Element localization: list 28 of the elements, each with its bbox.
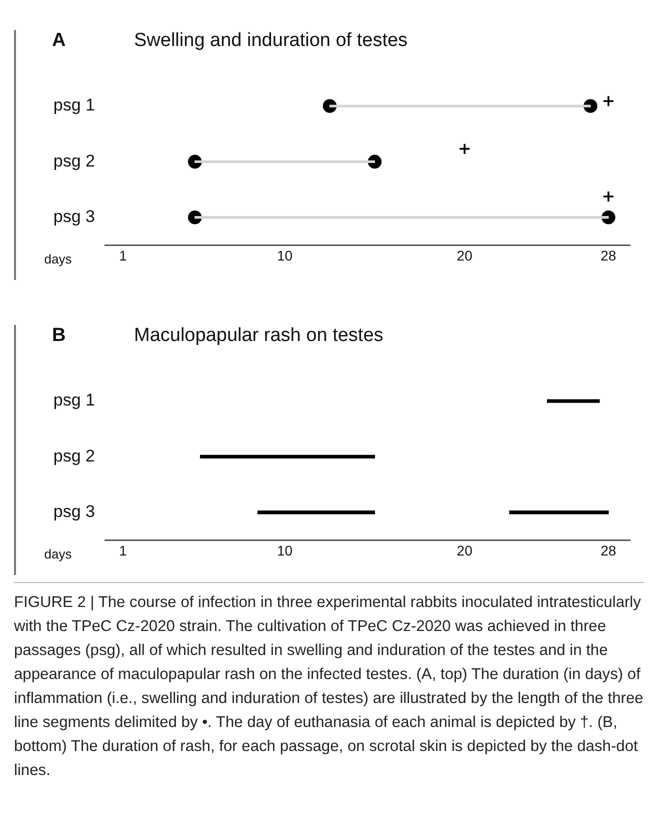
bar: [194, 160, 376, 164]
caption: FIGURE 2 | The course of infection in three experimental rabbits inoculated intratesticularly with the TPeC Cz-2020 strain. The cultivation of TPeC Cz-2020 was achieved in three passages (psg), all of which resulted in swelling and induration of the testes and in the appearance of maculopapular rash on the infected testes. (A, top) The duration (in days) of inflammation (i.e., swelling and induration of testes) are illustrated by the length of the three line segments delimited by •. The day of euthanasia of each animal is depicted by †. (B, bottom) The duration of rash, for each passage, on scrotal skin is depicted by the dash-dot lines.: [14, 582, 644, 783]
x-axis-title: days: [44, 546, 72, 562]
x-tick-label: 1: [119, 542, 128, 558]
y-tick-label: psg 3: [53, 207, 95, 226]
bar: [257, 510, 376, 514]
y-tick-label: psg 2: [53, 151, 95, 170]
chart-title: A: [52, 30, 66, 52]
bar: [200, 454, 376, 459]
x-tick-label: 28: [600, 247, 616, 264]
y-tick-label: psg 1: [53, 96, 95, 115]
y-tick-label: psg 3: [53, 502, 95, 522]
x-tick-label: 20: [456, 247, 473, 264]
chart-subtitle: Maculopapular rash on testes: [134, 325, 384, 347]
x-tick-label: 1: [119, 247, 128, 264]
x-tick-label: 10: [277, 247, 293, 264]
x-tick-label: 28: [600, 542, 616, 558]
y-tick-label: psg 2: [53, 446, 95, 466]
bar: [329, 104, 591, 108]
x-tick-label: 10: [277, 542, 293, 558]
chart-subtitle: Swelling and induration of testes: [134, 30, 408, 52]
bar: [546, 399, 600, 403]
bar: [509, 510, 609, 514]
y-tick-label: psg 1: [53, 390, 95, 410]
x-axis-title: days: [44, 251, 72, 266]
chart-title: B: [52, 325, 66, 347]
bar: [194, 216, 609, 219]
x-tick-label: 20: [456, 542, 473, 558]
